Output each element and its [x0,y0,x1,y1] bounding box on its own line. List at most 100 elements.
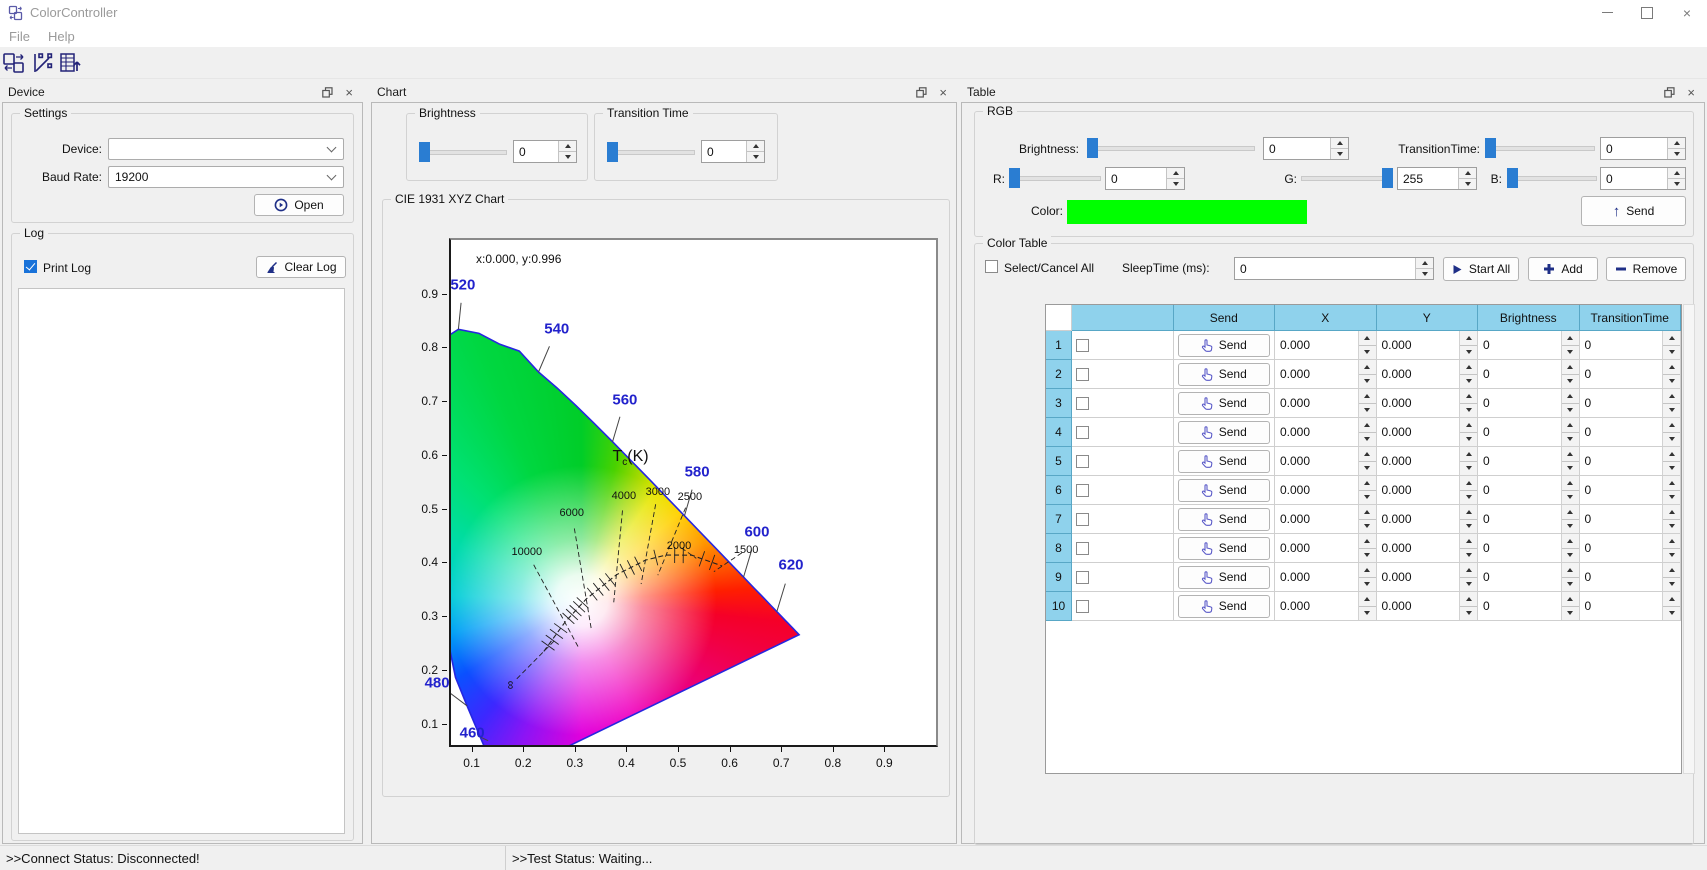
spin-up-button[interactable] [1668,168,1685,178]
row-brightness-spinbox[interactable]: 0 [1478,592,1579,620]
spin-down-button[interactable] [1460,576,1477,591]
row-number[interactable]: 2 [1046,360,1072,389]
spin-down-button[interactable] [1561,402,1579,417]
maximize-button[interactable] [1627,0,1667,25]
spin-down-button[interactable] [1663,489,1680,504]
spin-up-button[interactable] [1460,505,1477,519]
row-transitiontime-spinbox[interactable]: 0 [1579,389,1680,417]
row-brightness-spinbox[interactable]: 0 [1478,563,1579,591]
spin-up-button[interactable] [1460,592,1477,606]
spin-down-button[interactable] [1460,518,1477,533]
spin-down-button[interactable] [1460,373,1477,388]
rgb-send-button[interactable]: ↑ Send [1581,196,1686,226]
spin-down-button[interactable] [1460,431,1477,446]
brightness-slider[interactable] [419,142,507,162]
device-combobox[interactable] [108,138,344,160]
row-x-spinbox[interactable]: 0.000 [1275,534,1376,562]
minimize-button[interactable] [1587,0,1627,25]
spin-down-button[interactable] [1561,518,1579,533]
row-send-button[interactable]: Send [1177,507,1270,531]
row-y-spinbox[interactable]: 0.000 [1376,331,1477,359]
spin-up-button[interactable] [1358,331,1376,345]
row-checkbox-cell[interactable] [1072,331,1174,360]
row-checkbox[interactable] [1076,483,1089,497]
spin-up-button[interactable] [1663,563,1680,577]
column-header-transitiontime[interactable]: TransitionTime [1579,305,1681,331]
row-x-spinbox[interactable]: 0.000 [1275,331,1376,359]
row-transitiontime-spinbox[interactable]: 0 [1579,563,1680,591]
b-slider[interactable] [1507,168,1597,188]
slider-handle[interactable] [1485,138,1496,158]
slider-handle[interactable] [1009,168,1020,188]
g-slider[interactable] [1301,168,1393,188]
table-scrollbar[interactable] [1683,304,1695,774]
spin-up-button[interactable] [1561,534,1579,548]
spin-down-button[interactable] [1663,518,1680,533]
spin-down-button[interactable] [1663,605,1680,620]
row-brightness-spinbox[interactable]: 0 [1478,331,1579,359]
row-transitiontime-spinbox[interactable]: 0 [1579,447,1680,475]
spin-down-button[interactable] [1561,576,1579,591]
spin-down-button[interactable] [1663,373,1680,388]
row-brightness-spinbox[interactable]: 0 [1478,447,1579,475]
spin-up-button[interactable] [1460,331,1477,345]
row-send-button[interactable]: Send [1177,449,1270,473]
spin-up-button[interactable] [1663,418,1680,432]
row-checkbox[interactable] [1076,512,1089,526]
spin-up-button[interactable] [1663,534,1680,548]
row-number[interactable]: 5 [1046,447,1072,476]
spin-up-button[interactable] [1358,505,1376,519]
menu-help[interactable]: Help [47,28,75,44]
row-x-spinbox[interactable]: 0.000 [1275,563,1376,591]
spin-up-button[interactable] [1460,476,1477,490]
b-spinbox[interactable]: 0 [1600,167,1686,190]
menu-file[interactable]: File [9,28,30,44]
spin-up-button[interactable] [1668,138,1685,148]
spin-down-button[interactable] [1663,431,1680,446]
spin-down-button[interactable] [1561,431,1579,446]
spin-down-button[interactable] [1358,460,1376,475]
add-button[interactable]: Add [1528,257,1598,281]
spin-up-button[interactable] [1561,592,1579,606]
row-checkbox-cell[interactable] [1072,418,1174,447]
row-send-button[interactable]: Send [1177,478,1270,502]
row-brightness-spinbox[interactable]: 0 [1478,505,1579,533]
row-number[interactable]: 7 [1046,505,1072,534]
start-all-button[interactable]: Start All [1443,257,1519,281]
toolbar-device-transfer-button[interactable] [0,49,28,76]
row-y-spinbox[interactable]: 0.000 [1376,476,1477,504]
rgb-brightness-slider[interactable] [1087,138,1255,158]
remove-button[interactable]: Remove [1606,257,1686,281]
rgb-brightness-spinbox[interactable]: 0 [1263,137,1349,160]
spin-up-button[interactable] [1561,331,1579,345]
spin-down-button[interactable] [1358,344,1376,359]
column-header-send[interactable]: Send [1173,305,1275,331]
spin-up-button[interactable] [1663,592,1680,606]
row-send-button[interactable]: Send [1177,565,1270,589]
row-y-spinbox[interactable]: 0.000 [1376,505,1477,533]
spin-down-button[interactable] [1561,460,1579,475]
r-slider[interactable] [1009,168,1101,188]
row-transitiontime-spinbox[interactable]: 0 [1579,418,1680,446]
brightness-spinbox[interactable]: 0 [513,140,577,163]
spin-up-button[interactable] [1358,563,1376,577]
float-icon[interactable] [322,86,334,98]
table-corner-cell[interactable] [1046,305,1072,331]
rgb-transition-spinbox[interactable]: 0 [1600,137,1686,160]
spin-down-button[interactable] [1358,518,1376,533]
row-brightness-spinbox[interactable]: 0 [1478,476,1579,504]
sleep-time-spinbox[interactable]: 0 [1234,257,1434,280]
clear-log-button[interactable]: Clear Log [256,256,346,278]
dock-close-icon[interactable]: × [345,84,353,100]
close-button[interactable]: × [1667,0,1707,25]
spin-down-button[interactable] [1416,268,1433,279]
spin-down-button[interactable] [1460,489,1477,504]
row-transitiontime-spinbox[interactable]: 0 [1579,534,1680,562]
float-icon[interactable] [916,86,928,98]
spin-up-button[interactable] [1460,447,1477,461]
row-transitiontime-spinbox[interactable]: 0 [1579,505,1680,533]
table-panel-titlebar[interactable]: Table × [961,82,1705,102]
spin-up-button[interactable] [1663,331,1680,345]
row-number[interactable]: 3 [1046,389,1072,418]
row-checkbox[interactable] [1076,338,1089,352]
